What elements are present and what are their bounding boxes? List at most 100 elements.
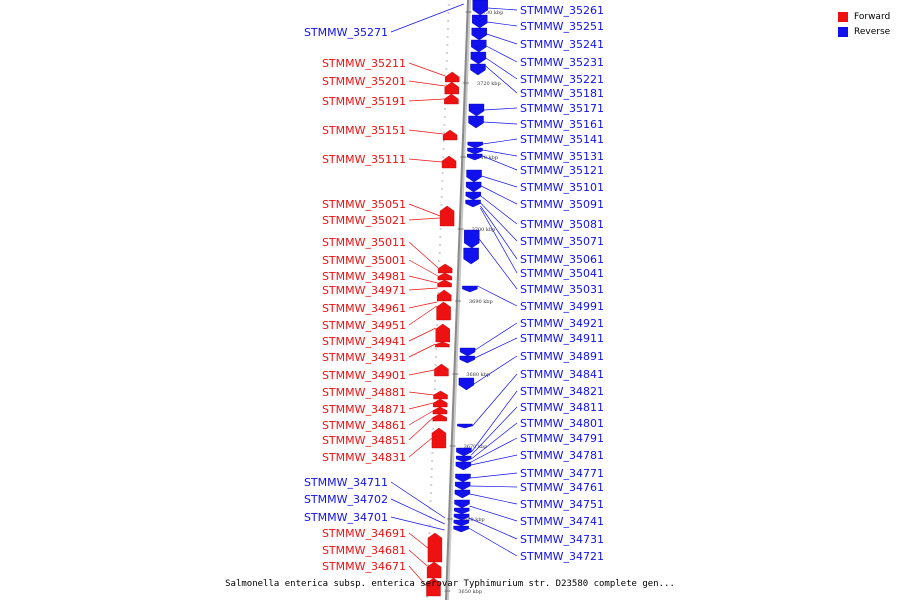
leader-line bbox=[469, 505, 518, 522]
leader-line bbox=[486, 33, 518, 45]
leader-line bbox=[481, 175, 518, 188]
reverse-gene bbox=[467, 147, 483, 155]
gene-label: STMMW_35201 bbox=[322, 75, 406, 88]
forward-gene bbox=[444, 93, 459, 105]
leader-line bbox=[474, 337, 518, 359]
gene-label: STMMW_35221 bbox=[520, 73, 604, 86]
leader-line bbox=[408, 391, 434, 396]
gene-label: STMMW_35091 bbox=[520, 198, 604, 211]
reverse-gene bbox=[471, 27, 487, 41]
gene-label: STMMW_35271 bbox=[304, 26, 388, 39]
leader-line bbox=[482, 138, 518, 145]
gene-label: STMMW_35131 bbox=[520, 150, 604, 163]
reverse-gene bbox=[465, 191, 482, 201]
leader-line bbox=[478, 238, 518, 290]
leader-line bbox=[390, 481, 446, 519]
forward-gene bbox=[435, 323, 450, 343]
gene-label: STMMW_34891 bbox=[520, 350, 604, 363]
forward-gene bbox=[439, 205, 455, 227]
forward-gene bbox=[441, 155, 457, 169]
reverse-gene bbox=[470, 51, 487, 65]
leader-line bbox=[408, 275, 438, 284]
leader-line bbox=[408, 80, 445, 87]
leader-line bbox=[483, 121, 518, 125]
gene-label: STMMW_34821 bbox=[520, 385, 604, 398]
leader-line bbox=[408, 410, 434, 426]
leader-line bbox=[470, 485, 518, 488]
gene-label: STMMW_34841 bbox=[520, 368, 604, 381]
gene-label: STMMW_35261 bbox=[520, 4, 604, 17]
forward-gene bbox=[436, 301, 451, 321]
leader-line bbox=[473, 355, 518, 385]
leader-line bbox=[390, 498, 445, 525]
reverse-gene bbox=[458, 377, 475, 391]
leader-line bbox=[390, 3, 464, 33]
leader-line bbox=[468, 517, 518, 540]
reverse-gene bbox=[470, 63, 486, 76]
leader-line bbox=[471, 390, 518, 453]
gene-label: STMMW_35081 bbox=[520, 218, 604, 231]
tick-label: 3730 kbp bbox=[480, 10, 504, 16]
legend-reverse: Reverse bbox=[838, 24, 890, 39]
gene-label: STMMW_34741 bbox=[520, 515, 604, 528]
reverse-gene bbox=[466, 169, 482, 183]
forward-gene bbox=[442, 129, 458, 141]
leader-line bbox=[486, 45, 518, 63]
reverse-gene bbox=[456, 447, 472, 457]
tick-label: 3710 kbp bbox=[474, 155, 498, 161]
leader-line bbox=[408, 129, 444, 135]
gene-label: STMMW_34701 bbox=[304, 511, 388, 524]
leader-line bbox=[408, 402, 434, 410]
leader-line bbox=[408, 549, 428, 567]
tick-label: 3720 kbp bbox=[477, 81, 501, 87]
leader-line bbox=[482, 155, 518, 171]
axis-shadow bbox=[446, 0, 471, 600]
reverse-gene bbox=[454, 489, 471, 499]
reverse-gene bbox=[468, 115, 484, 129]
forward-gene bbox=[434, 363, 449, 377]
reverse-gene bbox=[465, 181, 482, 193]
leader-line bbox=[469, 493, 518, 505]
leader-line bbox=[390, 516, 445, 531]
leader-line bbox=[408, 98, 445, 102]
gene-label: STMMW_35041 bbox=[520, 267, 604, 280]
reverse-gene bbox=[457, 423, 473, 429]
leader-line bbox=[470, 472, 518, 479]
gene-label: STMMW_34971 bbox=[322, 284, 406, 297]
reverse-gene bbox=[454, 499, 470, 509]
legend-reverse-label: Reverse bbox=[854, 26, 891, 37]
reverse-gene bbox=[467, 153, 483, 161]
gene-label: STMMW_34851 bbox=[322, 434, 406, 447]
reverse-gene bbox=[459, 347, 476, 357]
leader-line bbox=[408, 158, 443, 163]
leader-line bbox=[483, 107, 518, 111]
reverse-gene bbox=[463, 247, 479, 265]
gene-label: STMMW_35101 bbox=[520, 181, 604, 194]
gene-label: STMMW_35191 bbox=[322, 95, 406, 108]
leader-line bbox=[480, 195, 518, 225]
leader-line bbox=[480, 205, 518, 260]
gene-label: STMMW_34691 bbox=[322, 527, 406, 540]
gene-label: STMMW_35141 bbox=[520, 133, 604, 146]
gene-label: STMMW_34671 bbox=[322, 560, 406, 573]
gene-label: STMMW_35251 bbox=[520, 20, 604, 33]
legend-forward: Forward bbox=[838, 9, 890, 24]
gene-label: STMMW_34771 bbox=[520, 467, 604, 480]
reverse-gene bbox=[455, 461, 472, 471]
leader-line bbox=[408, 437, 433, 458]
tick-label: 3650 kbp bbox=[458, 589, 482, 595]
gene-label: STMMW_34702 bbox=[304, 493, 388, 506]
leader-line bbox=[408, 287, 438, 291]
leader-line bbox=[477, 285, 518, 307]
gene-label: STMMW_34881 bbox=[322, 386, 406, 399]
gene-label: STMMW_35121 bbox=[520, 164, 604, 177]
leader-line bbox=[485, 57, 518, 80]
gene-label: STMMW_34751 bbox=[520, 498, 604, 511]
gene-label: STMMW_35161 bbox=[520, 118, 604, 131]
gene-label: STMMW_34951 bbox=[322, 319, 406, 332]
gene-label: STMMW_34811 bbox=[520, 401, 604, 414]
gene-label: STMMW_34791 bbox=[520, 432, 604, 445]
reverse-gene bbox=[459, 355, 476, 364]
gene-label: STMMW_34681 bbox=[322, 544, 406, 557]
